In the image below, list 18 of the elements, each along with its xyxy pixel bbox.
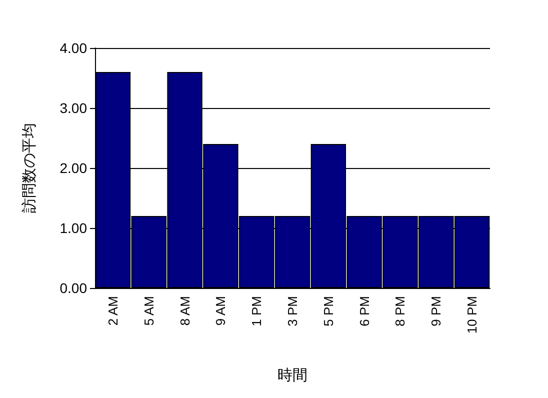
y-tick-label: 1.00 bbox=[60, 220, 88, 236]
y-tick-label: 3.00 bbox=[60, 100, 88, 116]
x-tick-label: 9 AM bbox=[213, 296, 228, 326]
y-tick-label: 4.00 bbox=[60, 40, 88, 56]
y-tick-label: 2.00 bbox=[60, 160, 88, 176]
y-axis-title: 訪問数の平均 bbox=[21, 123, 38, 213]
x-tick-label: 8 AM bbox=[177, 296, 192, 326]
x-tick-label: 6 PM bbox=[356, 296, 372, 326]
x-tick-label: 9 PM bbox=[428, 296, 444, 326]
x-tick-label: 3 PM bbox=[285, 296, 300, 326]
x-tick-label: 5 PM bbox=[320, 296, 336, 326]
x-axis-title: 時間 bbox=[278, 367, 308, 384]
x-tick-label: 1 PM bbox=[249, 296, 264, 326]
x-tick-label: 2 AM bbox=[105, 296, 120, 326]
x-tick-label: 5 AM bbox=[141, 296, 156, 326]
y-tick-label: 0.00 bbox=[60, 280, 88, 296]
x-tick-label: 8 PM bbox=[392, 296, 408, 326]
x-tick-label: 10 PM bbox=[464, 296, 480, 334]
